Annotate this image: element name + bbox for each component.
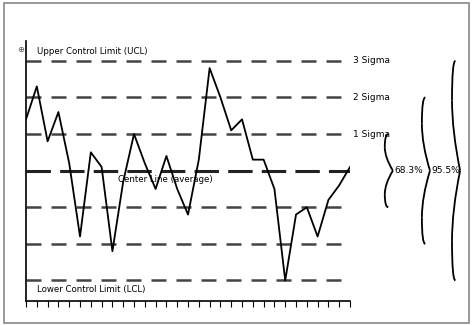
- Text: ⊕: ⊕: [18, 46, 25, 54]
- Text: 3 Sigma: 3 Sigma: [353, 56, 391, 65]
- Text: 68.3%: 68.3%: [394, 166, 423, 175]
- Text: Lower Control Limit (LCL): Lower Control Limit (LCL): [37, 285, 145, 294]
- Text: Figure 5: UCL LCL Control Chart: Figure 5: UCL LCL Control Chart: [12, 13, 274, 28]
- Text: Center Line (average): Center Line (average): [118, 175, 212, 184]
- Text: 95.5%: 95.5%: [431, 166, 460, 175]
- Text: 2 Sigma: 2 Sigma: [353, 93, 390, 102]
- Text: 1 Sigma: 1 Sigma: [353, 129, 391, 138]
- Text: Upper Control Limit (UCL): Upper Control Limit (UCL): [37, 47, 147, 56]
